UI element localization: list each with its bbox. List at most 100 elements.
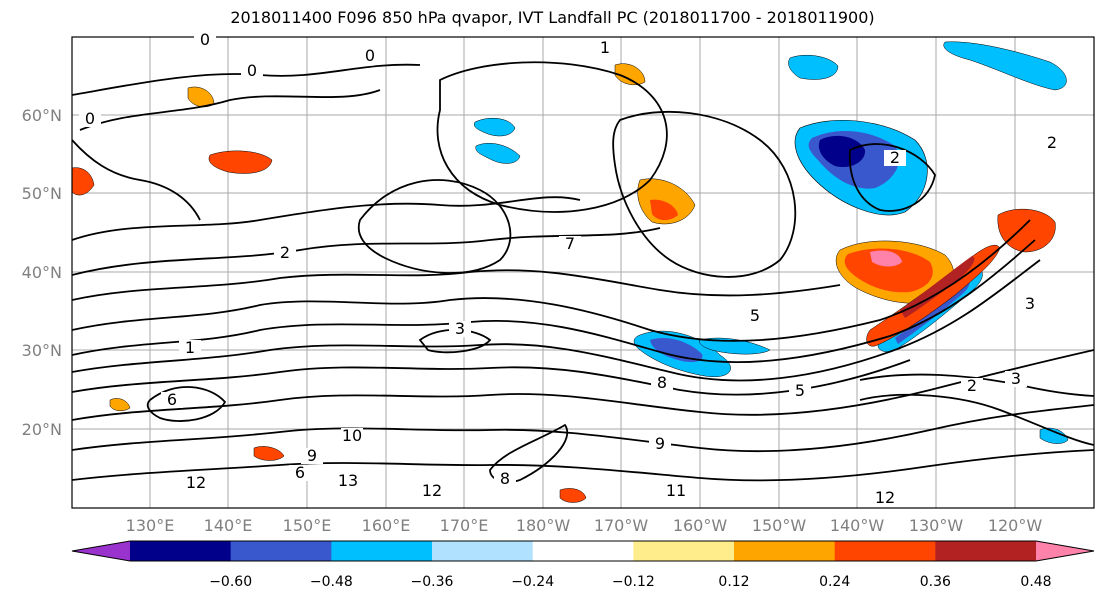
contour-label: 1 — [185, 338, 195, 357]
contour-label: 3 — [455, 319, 465, 338]
ivt-contours — [72, 61, 1094, 483]
colorbar-segment — [935, 541, 1037, 561]
lat-tick-label: 30°N — [22, 341, 62, 360]
contour-label-bg — [665, 483, 687, 499]
negative-anomaly-region — [943, 41, 1067, 91]
lat-tick-label: 20°N — [22, 420, 62, 439]
contour-label-bg — [1005, 371, 1027, 387]
contour-label-bg — [1019, 296, 1041, 312]
contour-line — [859, 393, 1094, 446]
colorbar-segment — [331, 541, 433, 561]
contour-line — [72, 404, 1094, 452]
lon-tick-label: 120°W — [988, 516, 1043, 535]
lon-tick-label: 170°E — [440, 516, 489, 535]
contour-label-bg — [301, 448, 323, 464]
contour-line — [72, 359, 911, 396]
contour-label: 6 — [295, 463, 305, 482]
contour-label-bg — [594, 40, 616, 56]
colorbar-segment — [130, 541, 232, 561]
colorbar-tick-label: 0.12 — [718, 574, 749, 590]
contour-label: 0 — [85, 109, 95, 128]
contour-label-bg — [359, 48, 381, 64]
colorbar-tick-label: −0.24 — [511, 574, 554, 590]
contour-line — [848, 143, 936, 212]
negative-anomaly-region — [650, 337, 703, 362]
contour-label-bg — [179, 340, 201, 356]
contour-label-bg — [559, 236, 581, 252]
lon-tick-label: 160°W — [673, 516, 728, 535]
contour-label: 12 — [422, 481, 442, 500]
contour-label-bg — [874, 490, 896, 506]
positive-anomaly-region — [253, 446, 285, 461]
lat-tick-label: 60°N — [22, 106, 62, 125]
contour-label-bg — [649, 436, 671, 452]
negative-anomaly-region — [699, 337, 771, 355]
qvapor-shading — [72, 41, 1069, 503]
lon-tick-label: 180°W — [516, 516, 571, 535]
contour-label: 8 — [500, 469, 510, 488]
positive-anomaly-region — [844, 248, 933, 293]
contour-label: 0 — [365, 46, 375, 65]
colorbar-segment — [834, 541, 936, 561]
lon-tick-label: 140°E — [204, 516, 253, 535]
lon-tick-label: 170°W — [594, 516, 649, 535]
contour-line — [72, 219, 1031, 342]
longitude-labels: 130°E 140°E 150°E 160°E 170°E 180°W 170°W 160°W… — [126, 516, 1043, 535]
contour-label: 3 — [1011, 369, 1021, 388]
contour-label: 2 — [890, 148, 900, 167]
contour-label: 1 — [600, 38, 610, 57]
contour-line — [72, 449, 1094, 482]
positive-anomaly-region — [72, 167, 95, 196]
lon-tick-label: 130°W — [909, 516, 964, 535]
contour-label-bg — [341, 428, 363, 444]
contour-label: 12 — [186, 473, 206, 492]
lon-tick-label: 130°E — [126, 516, 175, 535]
contour-label: 9 — [655, 434, 665, 453]
map-title: 2018011400 F096 850 hPa qvapor, IVT Land… — [230, 8, 875, 27]
contour-line — [357, 179, 512, 274]
positive-anomaly-region — [208, 150, 273, 174]
contour-label-bg — [161, 392, 183, 408]
positive-anomaly-region — [997, 208, 1056, 253]
colorbar-tick-label: 0.36 — [920, 574, 951, 590]
contour-label: 11 — [666, 481, 686, 500]
positive-anomaly-region — [650, 199, 678, 221]
contour-label: 9 — [307, 446, 317, 465]
contour-label-bg — [185, 475, 207, 491]
contour-line — [612, 110, 797, 278]
colorbar-segment — [432, 541, 534, 561]
colorbar-tick-label: −0.48 — [310, 574, 353, 590]
colorbar-segment — [230, 541, 332, 561]
negative-anomaly-region — [788, 55, 839, 80]
contour-line — [72, 259, 1041, 382]
contour-label: 10 — [342, 426, 362, 445]
contour-label: 7 — [565, 234, 575, 253]
contour-label-bg — [79, 111, 101, 127]
colorbar-labels: −0.60 −0.48 −0.36 −0.24 −0.12 0.12 0.24 0.36 0.4… — [209, 574, 1051, 590]
lat-tick-label: 50°N — [22, 184, 62, 203]
contour-line — [72, 139, 201, 221]
lon-tick-label: 150°W — [752, 516, 807, 535]
contour-label-bg — [274, 245, 296, 261]
colorbar-tick-label: −0.12 — [612, 574, 655, 590]
colorbar-segment — [734, 541, 836, 561]
colorbar-segment — [532, 541, 634, 561]
contour-label-bg — [494, 471, 516, 487]
negative-anomaly-region — [474, 117, 516, 137]
contour-label: 8 — [657, 373, 667, 392]
contour-line — [72, 239, 1036, 363]
lat-tick-label: 40°N — [22, 263, 62, 282]
contour-label: 0 — [200, 30, 210, 49]
contour-label-bg — [449, 321, 471, 337]
colorbar-extend-max — [1036, 541, 1094, 561]
negative-anomaly-region — [475, 143, 521, 164]
contour-label: 0 — [247, 61, 257, 80]
positive-anomaly-region — [559, 488, 587, 503]
contour-label-bg — [241, 63, 263, 79]
contour-line — [79, 89, 381, 131]
positive-anomaly-region — [870, 250, 902, 267]
lon-tick-label: 140°W — [830, 516, 885, 535]
contour-label-bg — [289, 465, 311, 481]
